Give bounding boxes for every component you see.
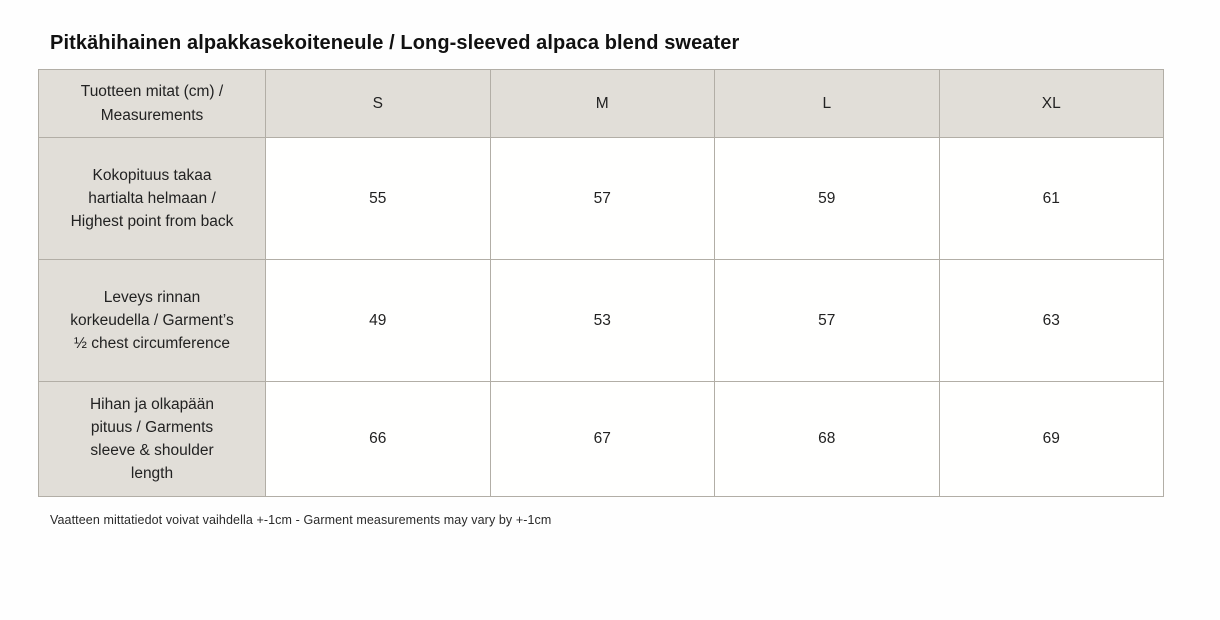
row-label-total-length: Kokopituus takaa hartialta helmaan / Hig… [38,137,266,260]
measurement-cell-total-length-xl: 61 [938,137,1164,260]
table-row-chest-width: Leveys rinnan korkeudella / Garment’s ½ … [38,259,1164,382]
column-header-size-s: S [265,69,491,138]
column-header-size-m: M [489,69,715,138]
column-header-size-xl: XL [938,69,1164,138]
measurement-cell-chest-width-m: 53 [489,259,715,382]
measurement-cell-chest-width-l: 57 [714,259,940,382]
table-row-sleeve-length: Hihan ja olkapään pituus / Garments slee… [38,381,1164,497]
row-label-sleeve-length: Hihan ja olkapään pituus / Garments slee… [38,381,266,497]
page-title: Pitkähihainen alpakkasekoiteneule / Long… [50,32,740,54]
measurement-cell-total-length-l: 59 [714,137,940,260]
measurement-cell-sleeve-length-s: 66 [265,381,491,497]
column-header-measurements: Tuotteen mitat (cm) / Measurements [38,69,266,138]
size-chart-table: Tuotteen mitat (cm) / Measurements S M L… [38,69,1164,497]
measurement-cell-total-length-s: 55 [265,137,491,260]
measurement-cell-sleeve-length-xl: 69 [938,381,1164,497]
measurement-tolerance-note: Vaatteen mittatiedot voivat vaihdella +-… [50,513,552,527]
measurement-cell-total-length-m: 57 [489,137,715,260]
table-row-total-length: Kokopituus takaa hartialta helmaan / Hig… [38,137,1164,260]
table-header-row: Tuotteen mitat (cm) / Measurements S M L… [38,69,1164,138]
measurement-cell-chest-width-s: 49 [265,259,491,382]
column-header-size-l: L [714,69,940,138]
measurement-cell-sleeve-length-m: 67 [489,381,715,497]
measurement-cell-chest-width-xl: 63 [938,259,1164,382]
measurement-cell-sleeve-length-l: 68 [714,381,940,497]
row-label-chest-width: Leveys rinnan korkeudella / Garment’s ½ … [38,259,266,382]
